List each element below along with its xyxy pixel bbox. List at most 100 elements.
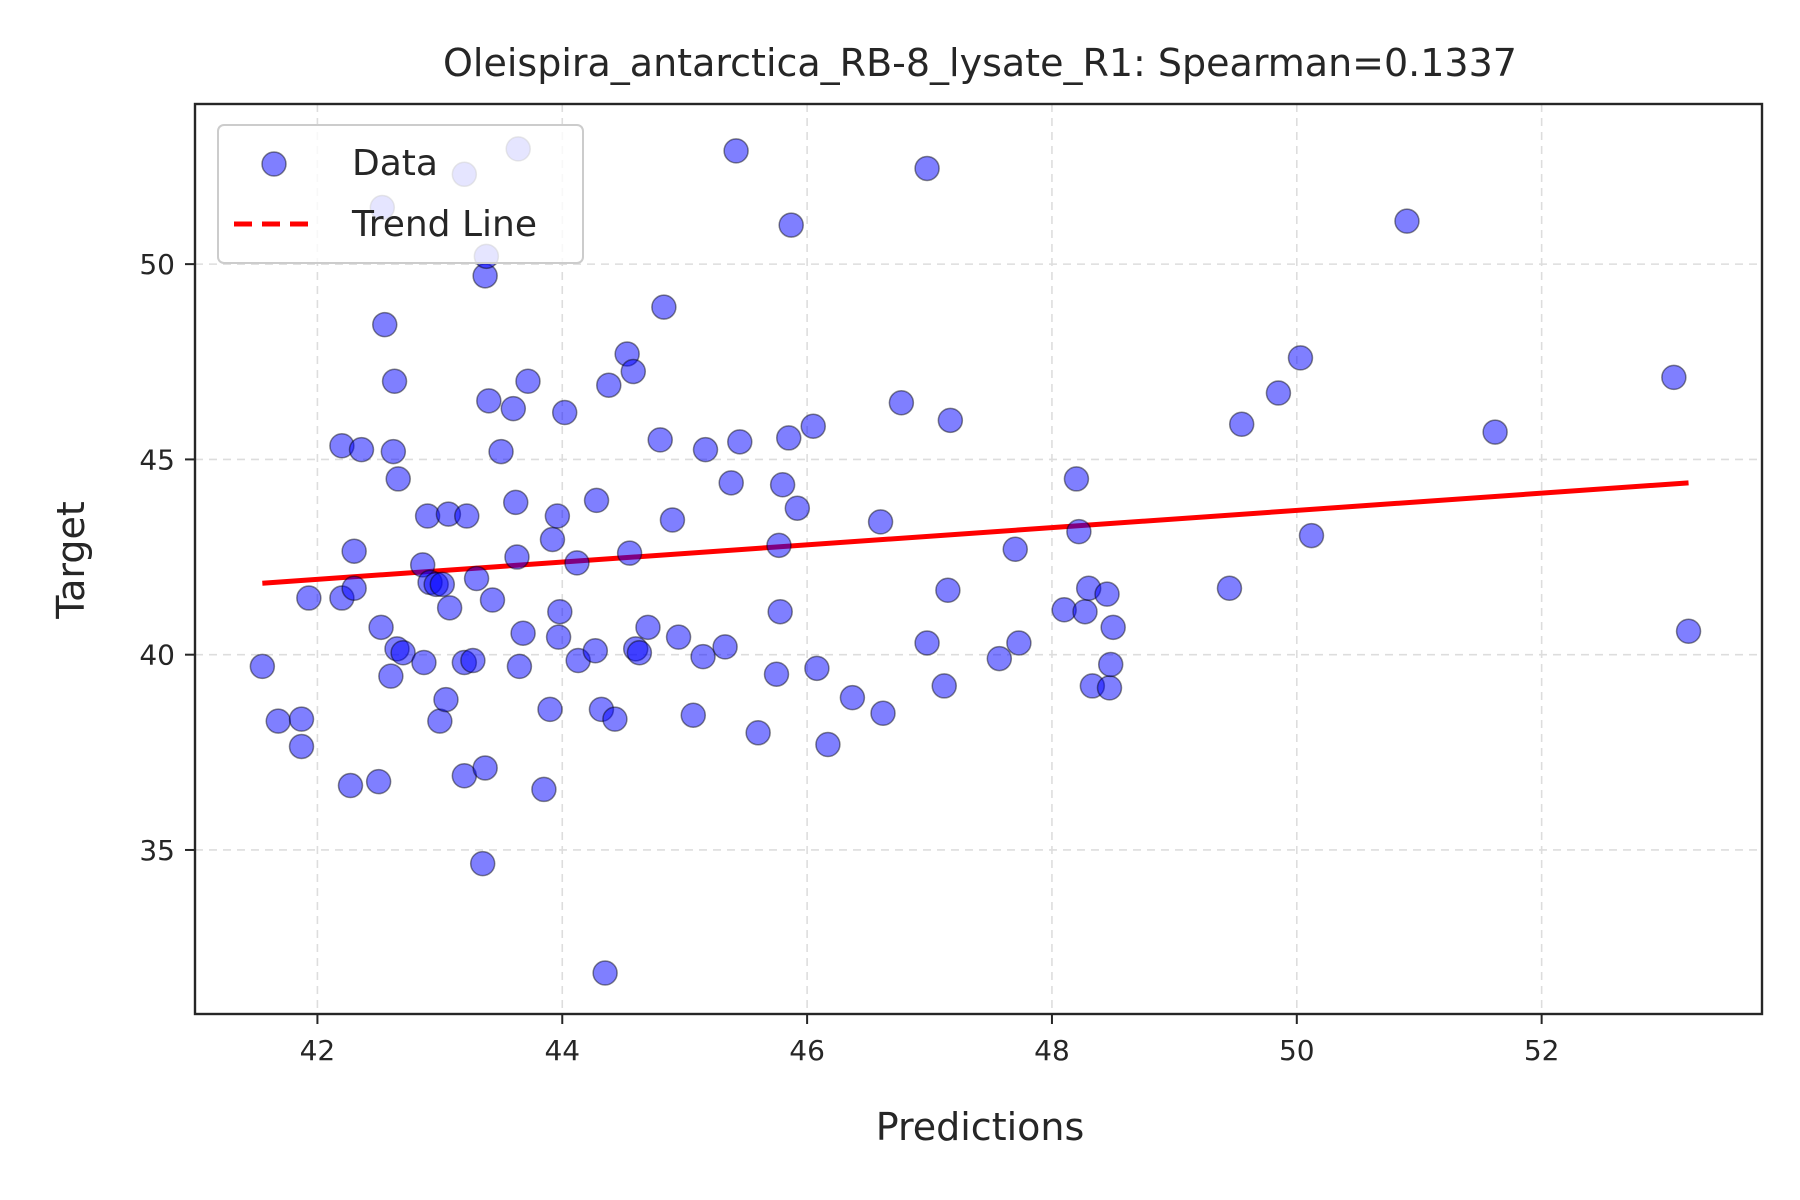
data-point [476, 388, 502, 414]
data-point [296, 585, 322, 611]
data-point [839, 684, 866, 711]
data-point [1002, 536, 1028, 562]
data-point [531, 776, 557, 803]
data-point [502, 489, 529, 516]
data-point [515, 368, 541, 395]
y-axis-label: Target [49, 501, 93, 620]
data-point [564, 550, 590, 576]
data-point [815, 731, 841, 758]
data-point [986, 645, 1013, 672]
data-point [745, 720, 771, 746]
data-point [769, 472, 796, 498]
data-point [659, 507, 686, 533]
data-point [727, 429, 753, 455]
data-point [888, 390, 915, 416]
data-point [365, 768, 392, 795]
y-tick-label: 35 [139, 834, 175, 867]
x-tick-label: 44 [544, 1034, 580, 1067]
data-point [368, 614, 394, 641]
x-tick-label: 52 [1524, 1034, 1560, 1067]
data-point [469, 850, 496, 877]
data-point [545, 624, 572, 650]
data-point [504, 544, 530, 570]
data-point [427, 708, 453, 734]
data-point [1066, 518, 1092, 545]
data-point [1094, 581, 1120, 607]
data-point [506, 653, 533, 680]
data-point [718, 470, 744, 496]
data-point [544, 503, 571, 529]
data-point [1097, 651, 1124, 678]
data-point [454, 503, 480, 529]
data-point [348, 436, 375, 463]
data-point [626, 639, 653, 666]
x-tick-label: 48 [1034, 1034, 1070, 1067]
data-point [385, 466, 411, 492]
data-point [651, 294, 677, 320]
y-tick-label: 40 [139, 639, 175, 672]
data-point [582, 638, 609, 664]
data-point [935, 577, 961, 603]
data-point [1063, 466, 1090, 492]
data-point [763, 661, 790, 687]
x-axis-label: Predictions [876, 1105, 1085, 1149]
data-point [337, 772, 364, 799]
trend-line-layer [262, 480, 1689, 586]
data-point [463, 565, 490, 592]
legend-data-label: Data [352, 143, 438, 184]
data-point [914, 155, 940, 182]
data-point [583, 487, 610, 514]
data-point [1265, 380, 1292, 406]
data-point [1287, 345, 1314, 371]
data-point [381, 368, 408, 395]
data-point [288, 706, 315, 732]
data-point [460, 647, 486, 674]
data-point [380, 438, 407, 465]
trend-line [262, 480, 1689, 586]
data-point [690, 643, 716, 670]
data-point [288, 733, 315, 760]
data-point [870, 700, 896, 727]
data-point [547, 598, 573, 625]
data-point [500, 395, 527, 422]
data-point [1072, 598, 1098, 625]
data-point [249, 653, 276, 680]
data-point [616, 540, 643, 566]
data-point [479, 587, 506, 613]
data-point [411, 649, 437, 676]
data-point [778, 212, 804, 238]
legend: Data Trend Line [217, 124, 584, 264]
data-point [537, 696, 563, 723]
data-point [767, 598, 793, 625]
legend-box [217, 124, 584, 264]
x-axis-ticks: 42 44 46 48 50 52 [300, 1014, 1560, 1067]
y-axis-ticks: 35 40 45 50 [139, 248, 195, 867]
chart-title: Oleispira_antarctica_RB-8_lysate_R1: Spe… [443, 41, 1517, 85]
data-point [488, 438, 514, 465]
data-point [472, 755, 498, 781]
data-point [914, 630, 940, 656]
data-point [784, 495, 811, 521]
data-point [723, 138, 749, 164]
data-point [265, 708, 291, 734]
data-point [692, 436, 719, 463]
data-point [436, 595, 463, 621]
data-point [1661, 364, 1687, 391]
data-point [937, 407, 964, 434]
data-point [620, 358, 647, 385]
data-point [596, 372, 622, 398]
data-point [602, 706, 628, 732]
y-tick-label: 50 [139, 248, 175, 281]
legend-data-marker [261, 151, 287, 177]
data-point [372, 311, 398, 338]
data-point [800, 413, 826, 439]
data-point [341, 575, 367, 602]
data-point [775, 425, 802, 451]
data-point [867, 509, 894, 535]
data-point [390, 639, 416, 666]
data-point [341, 538, 367, 564]
data-point [665, 624, 692, 650]
grid-lines [195, 104, 1762, 1014]
data-point [647, 427, 673, 453]
